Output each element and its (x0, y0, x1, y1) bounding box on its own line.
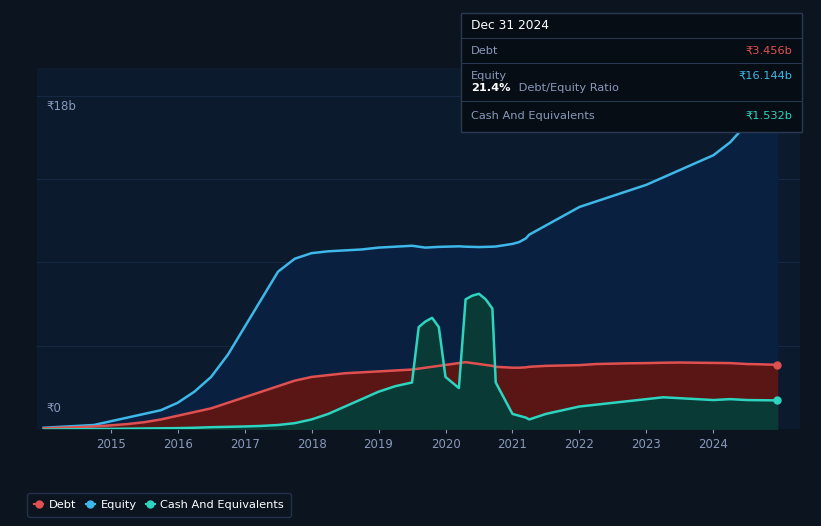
Legend: Debt, Equity, Cash And Equivalents: Debt, Equity, Cash And Equivalents (27, 493, 291, 517)
Text: ₹18b: ₹18b (47, 100, 76, 113)
Text: Debt: Debt (471, 46, 498, 56)
Text: ₹1.532b: ₹1.532b (745, 110, 792, 120)
Text: Dec 31 2024: Dec 31 2024 (471, 19, 549, 32)
Text: ₹0: ₹0 (47, 402, 62, 416)
Text: Debt/Equity Ratio: Debt/Equity Ratio (515, 83, 619, 93)
Text: 21.4%: 21.4% (471, 83, 511, 93)
Text: Equity: Equity (471, 70, 507, 80)
Text: ₹16.144b: ₹16.144b (738, 70, 792, 80)
Text: Cash And Equivalents: Cash And Equivalents (471, 110, 595, 120)
Text: ₹3.456b: ₹3.456b (745, 46, 792, 56)
